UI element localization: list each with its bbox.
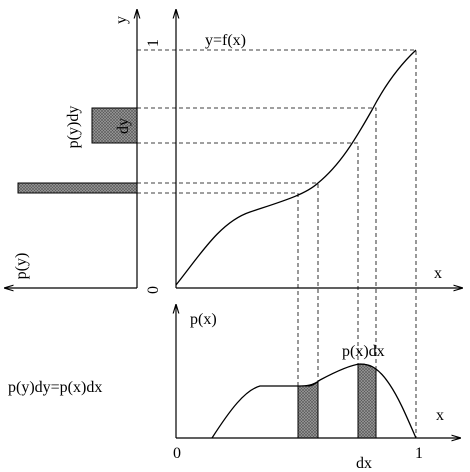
x-one: 1: [415, 445, 423, 462]
function-label: y=f(x): [205, 32, 246, 49]
pydy-label: p(y)dy: [65, 106, 82, 149]
x-label-bottom: x: [436, 407, 444, 424]
dy-label: dy: [115, 118, 132, 134]
equation: p(y)dy=p(x)dx: [8, 379, 102, 396]
py-bar: [17, 182, 138, 194]
y-label: y: [113, 16, 130, 24]
f-curve: [175, 49, 417, 286]
px-region-2: [357, 363, 377, 439]
y-one: 1: [145, 39, 162, 47]
px-curve: [211, 363, 417, 439]
origin-top: 0: [145, 286, 162, 294]
pydy-rect: [91, 107, 138, 144]
py-label: p(y): [13, 253, 30, 280]
px-region-1: [297, 381, 319, 439]
guides: [137, 49, 417, 438]
origin-bottom: 0: [173, 445, 181, 462]
dx-label: dx: [356, 455, 372, 472]
pxdx-label: p(x)dx: [342, 343, 385, 360]
x-label-top: x: [434, 265, 442, 282]
px-label: p(x): [190, 311, 217, 328]
